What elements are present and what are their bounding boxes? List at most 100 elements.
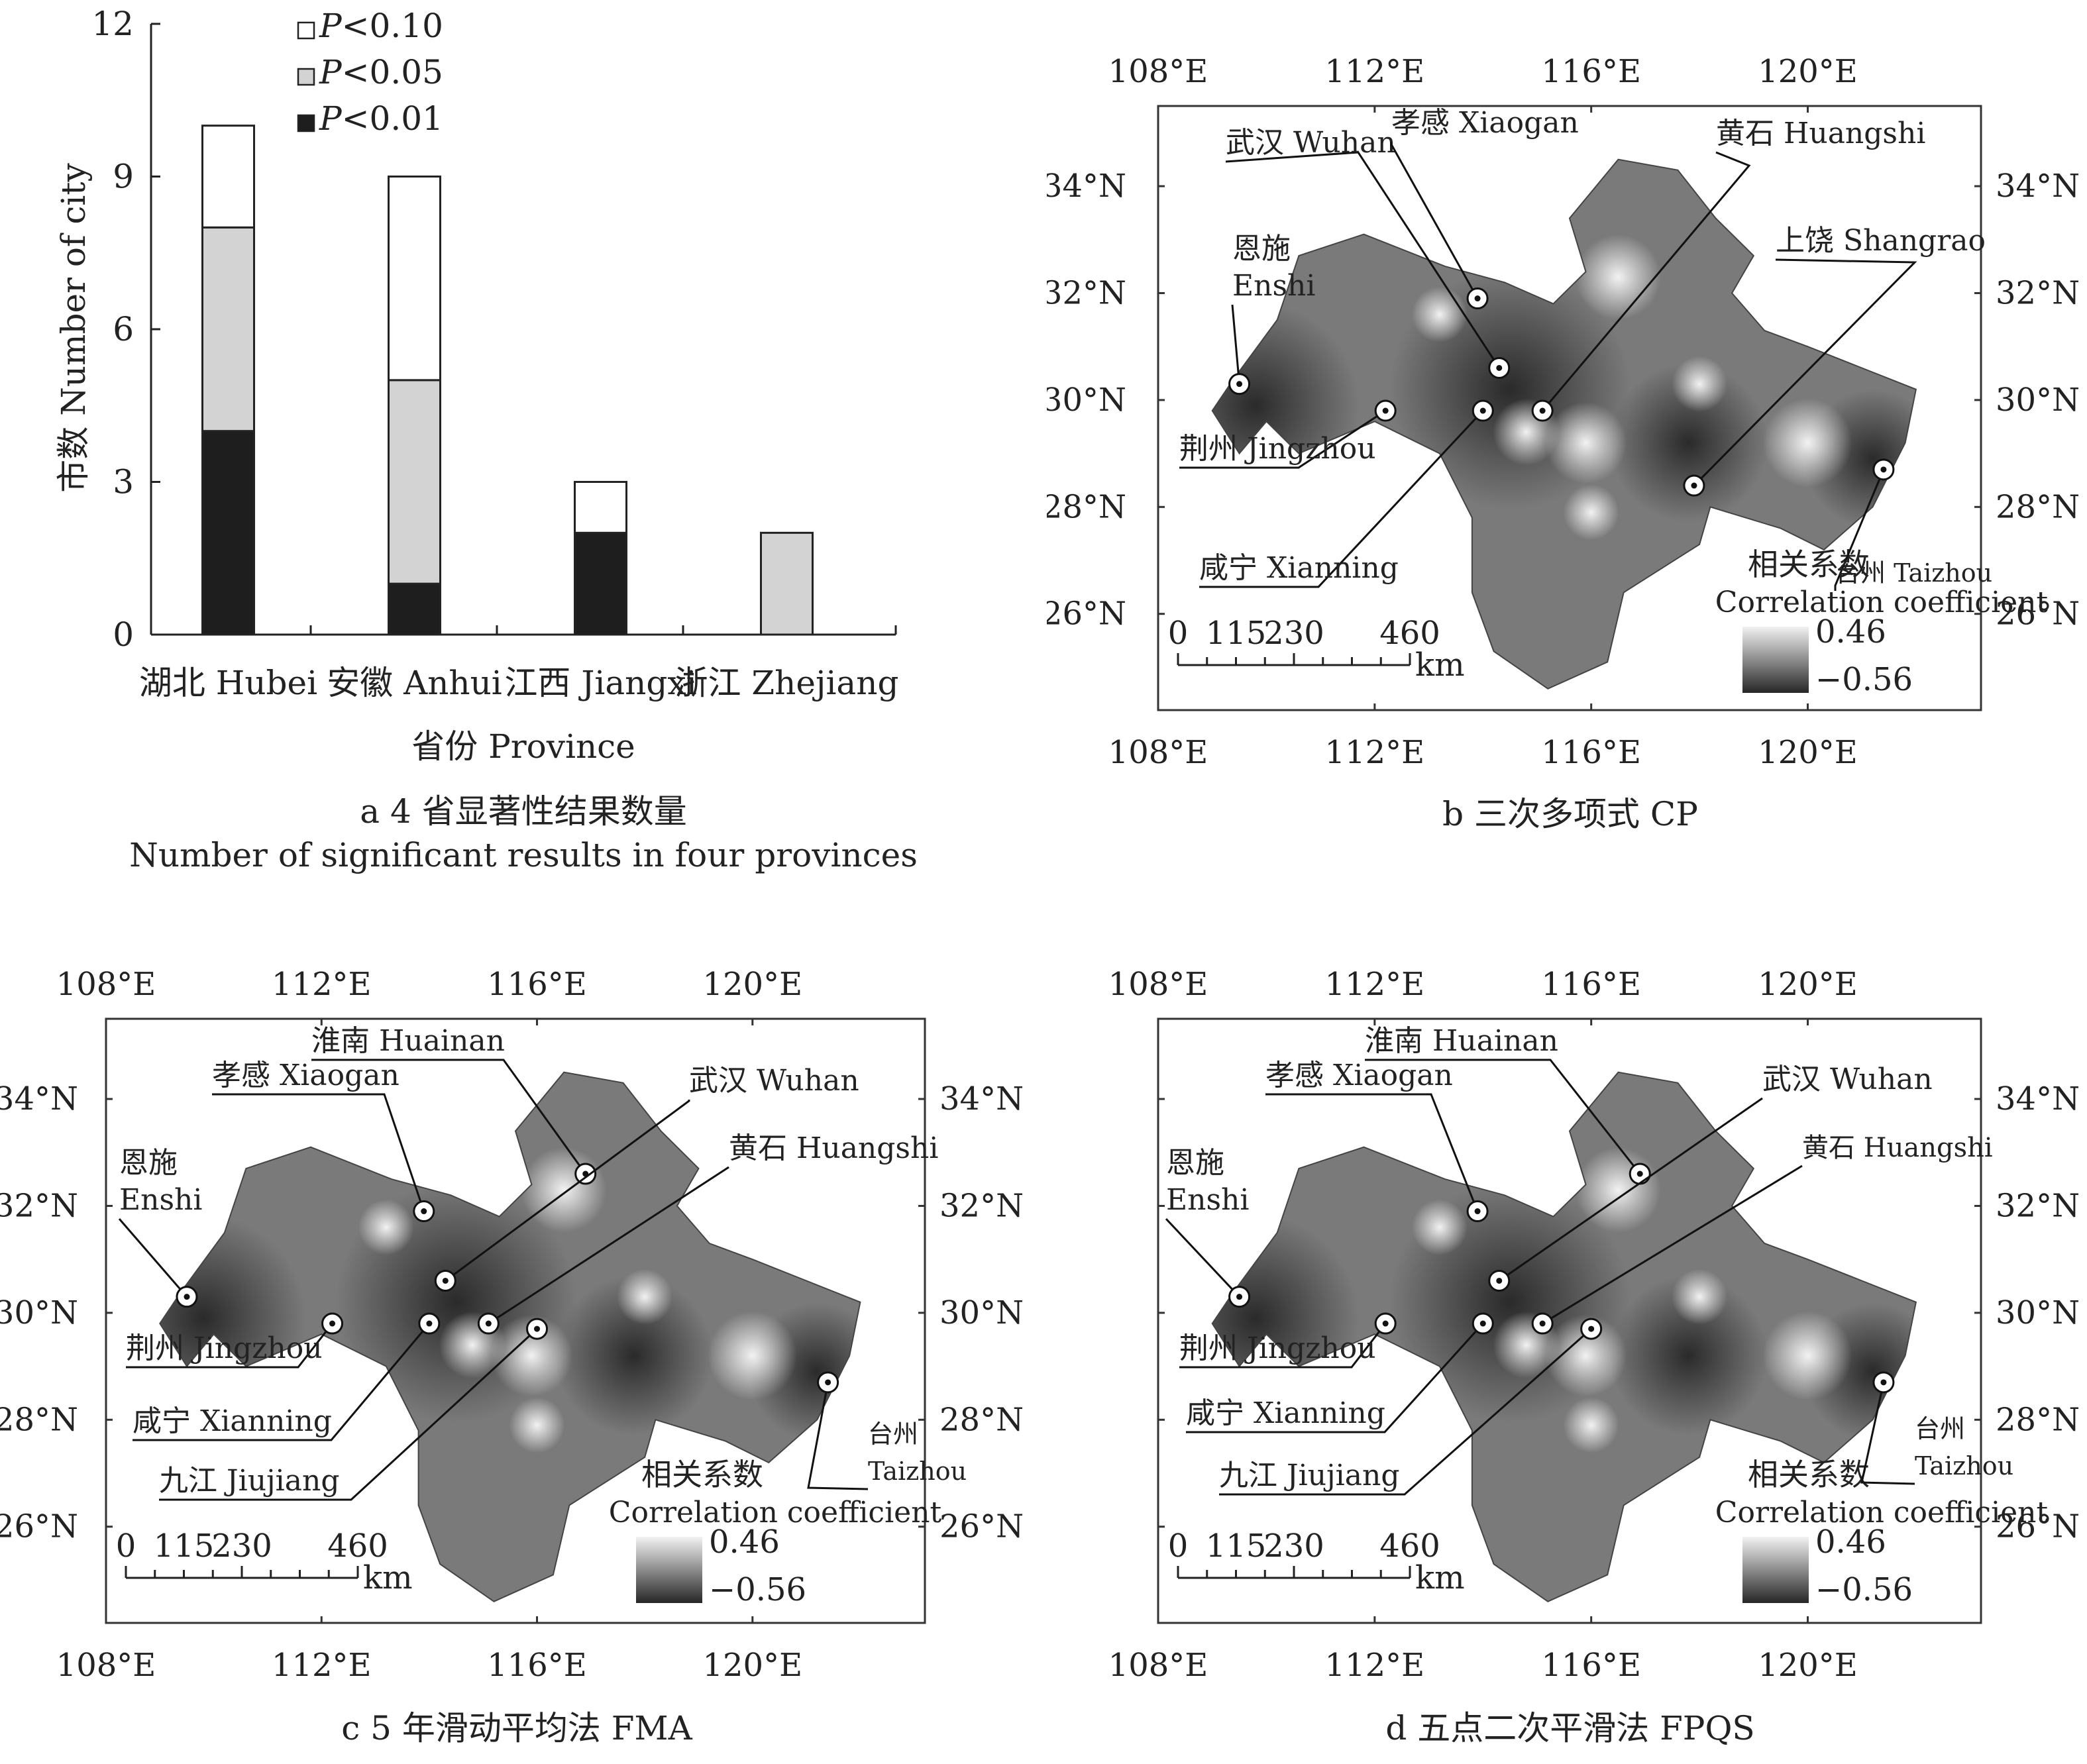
bar-segment [574, 481, 627, 534]
latitude-label-right: 28°N [1996, 1401, 2080, 1438]
latitude-label-right: 30°N [939, 1294, 1024, 1331]
scalebar-label: 460 [1379, 1528, 1440, 1565]
x-tick-label: 安徽 Anhui [327, 664, 502, 702]
bar-segment [574, 531, 627, 636]
legend-label: P<0.01 [319, 99, 443, 138]
latitude-label-right: 28°N [939, 1401, 1024, 1438]
city-label-en: Enshi [1166, 1183, 1249, 1217]
city-leader-line [1834, 469, 1885, 591]
city-leader-line [1265, 1093, 1479, 1212]
caption-panel-c: c 5 年滑动平均法 FMA [341, 1709, 692, 1747]
longitude-label-top: 108°E [56, 966, 156, 1003]
high-correlation-area [1763, 1311, 1852, 1400]
province-outline [1211, 158, 1917, 690]
city-label: 荆州 Jingzhou [1179, 1331, 1376, 1365]
city-label: 咸宁 Xianning [1186, 1396, 1385, 1430]
legend-title-zh: 相关系数 [1748, 1457, 1870, 1492]
scalebar-label: 0 [1168, 615, 1189, 652]
province-outline [1211, 1071, 1917, 1602]
city-leader-line [1165, 1218, 1240, 1298]
latitude-label-right: 26°N [1996, 596, 2080, 633]
city-label-en: Enshi [119, 1183, 202, 1217]
high-correlation-area [1411, 286, 1468, 342]
caption-panel-a-en: Number of significant results in four pr… [129, 836, 918, 874]
high-correlation-area [708, 1311, 797, 1400]
longitude-label-bottom: 116°E [487, 1647, 587, 1684]
latitude-label-left: 30°N [1047, 382, 1126, 419]
city-label: 台州 Taizhou [1835, 558, 1992, 588]
high-correlation-area [1563, 484, 1619, 541]
city-label: 武汉 Wuhan [689, 1064, 859, 1098]
legend-swatch [297, 21, 315, 40]
city-label-zh: 台州 [868, 1420, 918, 1449]
legend-max-label: 0.46 [709, 1524, 780, 1561]
latitude-label-right: 26°N [1996, 1508, 2080, 1545]
city-marker-dot [184, 1294, 190, 1300]
city-leader-line [159, 1328, 538, 1501]
map-region [160, 1072, 861, 1602]
legend-swatch [297, 68, 315, 86]
latitude-label-left: 34°N [1047, 168, 1126, 205]
latitude-label-left: 28°N [0, 1401, 78, 1438]
city-leader-line [1542, 1165, 1803, 1325]
city-leader-line [807, 1382, 869, 1490]
city-label: 孝感 Xiaogan [212, 1059, 400, 1092]
map-frame [1157, 105, 1982, 711]
city-label: 荆州 Jingzhou [1179, 432, 1376, 466]
bar-chart-legend: P<0.10 P<0.05 P<0.01 [297, 7, 443, 138]
latitude-label-right: 30°N [1996, 1294, 2080, 1331]
y-tick-label: 3 [113, 463, 134, 501]
city-marker-dot [1474, 295, 1481, 302]
latitude-label-left: 26°N [0, 1508, 78, 1545]
city-marker-dot [1880, 1379, 1887, 1386]
low-correlation-area [160, 1214, 307, 1422]
map-frame [105, 1017, 926, 1624]
city-leader-line [1693, 258, 1917, 487]
longitude-label-bottom: 116°E [1541, 1647, 1641, 1684]
longitude-label-top: 120°E [702, 966, 802, 1003]
high-correlation-area [358, 1199, 414, 1255]
bar-chart-bars [201, 125, 814, 636]
city-label: 孝感 Xiaogan [1391, 106, 1579, 140]
city-leader-line [1219, 1327, 1592, 1496]
y-axis-title: 市数 Number of city [54, 163, 93, 493]
y-tick-label: 6 [113, 310, 134, 348]
city-leader-line [212, 1093, 425, 1212]
legend-title-en: Correlation coefficient [1715, 1496, 2049, 1530]
city-label: 武汉 Wuhan [1762, 1063, 1933, 1096]
city-marker-dot [1479, 407, 1486, 414]
city-label: 淮南 Huainan [311, 1024, 505, 1058]
low-correlation-area [1212, 1214, 1360, 1422]
city-label-en: Taizhou [1915, 1451, 2013, 1480]
city-leader-line [1498, 1097, 1763, 1282]
city-label: 咸宁 Xianning [133, 1404, 332, 1438]
city-leader-line [1186, 1323, 1484, 1433]
longitude-label-top: 108°E [1108, 966, 1208, 1003]
city-marker-dot [825, 1379, 831, 1386]
city-label-zh: 台州 [1915, 1414, 1965, 1443]
scalebar-unit: km [1415, 647, 1465, 684]
legend-title-en: Correlation coefficient [609, 1496, 942, 1530]
latitude-label-right: 34°N [1996, 168, 2080, 205]
city-marker-dot [1539, 407, 1546, 414]
city-leader-line [1390, 142, 1479, 299]
city-marker-dot [1236, 381, 1243, 388]
city-leader-line [1179, 1323, 1387, 1369]
legend-swatch [297, 114, 315, 132]
map-panel-d: 108°E 108°E 112°E 112°E 116°E 116°E 120°E 120°E… [1108, 966, 2080, 1684]
latitude-label-right: 30°N [1996, 382, 2080, 419]
city-marker-dot [329, 1320, 336, 1327]
scalebar-label: 115 [154, 1528, 215, 1565]
latitude-label-right: 32°N [939, 1187, 1024, 1224]
high-correlation-area [1672, 356, 1728, 412]
latitude-label-left: 28°N [1047, 488, 1126, 525]
city-marker-dot [421, 1208, 427, 1215]
city-marker-dot [1636, 1170, 1643, 1177]
low-correlation-area [1212, 301, 1360, 509]
longitude-label-top: 116°E [487, 966, 587, 1003]
bar-segment [201, 226, 255, 433]
bar-segment [388, 176, 441, 382]
legend-min-label: −0.56 [709, 1571, 806, 1608]
longitude-label-top: 116°E [1541, 53, 1641, 90]
longitude-label-top: 108°E [1108, 53, 1208, 90]
